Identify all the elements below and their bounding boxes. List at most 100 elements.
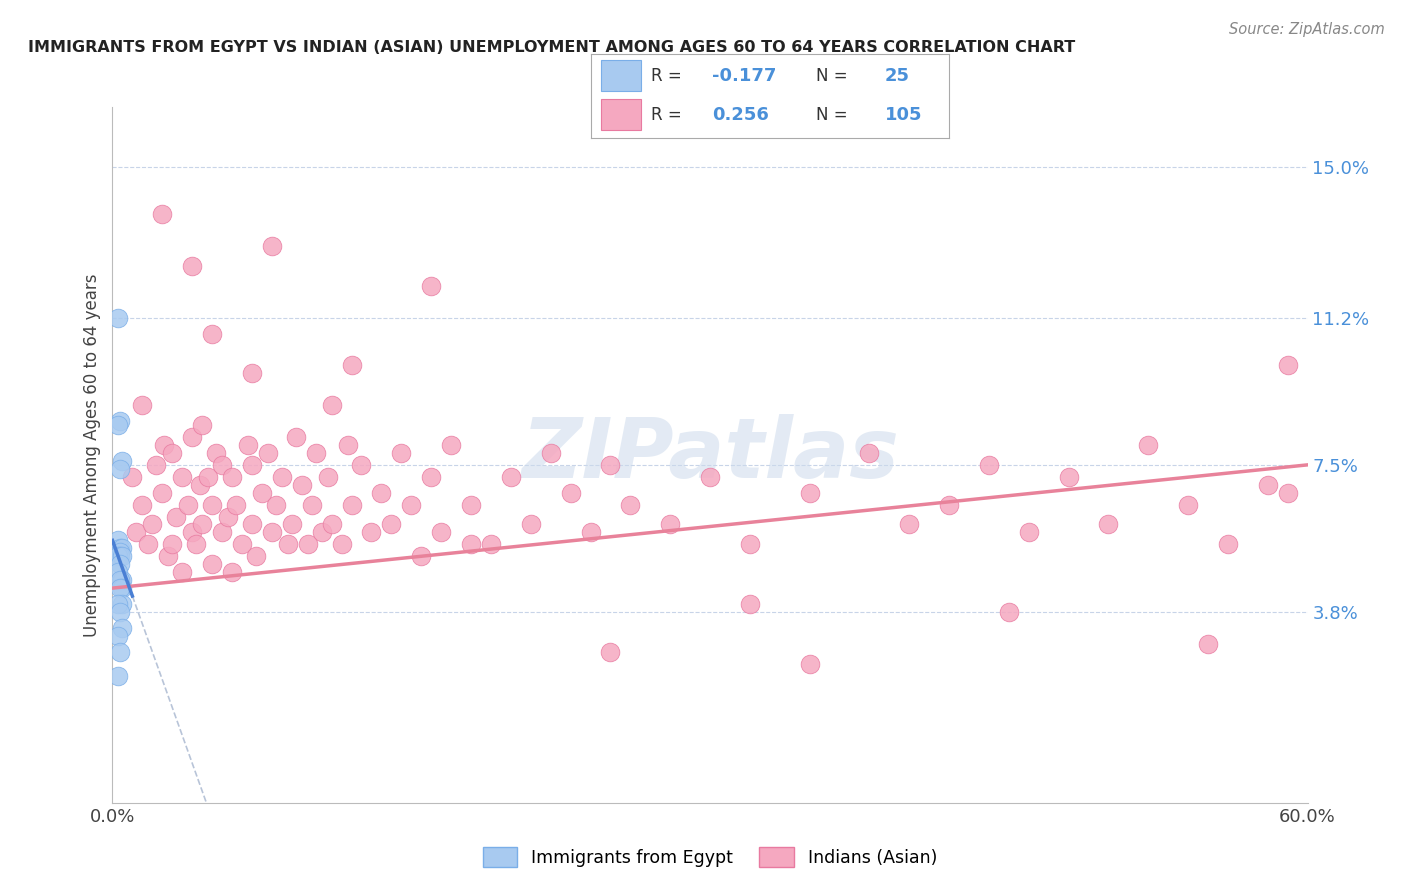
Point	[240, 517, 263, 532]
Point	[291, 477, 314, 491]
Point	[172, 565, 194, 579]
Point	[330, 537, 353, 551]
Point	[111, 549, 134, 564]
Point	[111, 541, 134, 556]
Point	[898, 517, 921, 532]
Point	[191, 418, 214, 433]
Point	[1277, 359, 1299, 373]
Point	[110, 545, 132, 559]
Point	[121, 470, 143, 484]
Point	[260, 239, 283, 253]
Point	[177, 498, 200, 512]
Point	[110, 549, 132, 564]
Point	[110, 581, 132, 595]
Point	[181, 525, 204, 540]
Point	[110, 573, 132, 587]
Text: Source: ZipAtlas.com: Source: ZipAtlas.com	[1229, 22, 1385, 37]
Text: -0.177: -0.177	[713, 67, 776, 85]
Point	[162, 446, 183, 460]
Point	[191, 517, 214, 532]
Point	[181, 430, 204, 444]
Point	[460, 498, 482, 512]
Point	[340, 359, 363, 373]
Point	[1216, 537, 1239, 551]
Point	[150, 207, 173, 221]
Text: 25: 25	[884, 67, 910, 85]
Point	[360, 525, 382, 540]
Point	[245, 549, 267, 564]
Point	[107, 310, 129, 325]
Point	[1057, 470, 1080, 484]
Point	[107, 565, 129, 579]
Text: R =: R =	[651, 67, 688, 85]
Point	[111, 581, 134, 595]
Point	[1197, 637, 1219, 651]
Point	[110, 541, 132, 556]
Point	[599, 645, 621, 659]
Point	[131, 498, 153, 512]
Point	[270, 470, 292, 484]
Point	[540, 446, 562, 460]
Point	[157, 549, 180, 564]
Point	[619, 498, 641, 512]
Point	[699, 470, 721, 484]
Point	[211, 458, 233, 472]
FancyBboxPatch shape	[602, 99, 641, 130]
Point	[211, 525, 233, 540]
Point	[107, 629, 129, 643]
Point	[440, 438, 463, 452]
Point	[188, 477, 211, 491]
Point	[111, 573, 134, 587]
Point	[181, 259, 204, 273]
Point	[479, 537, 502, 551]
Point	[420, 470, 443, 484]
Point	[217, 509, 239, 524]
Point	[260, 525, 283, 540]
Point	[316, 470, 339, 484]
Point	[221, 565, 243, 579]
Point	[1018, 525, 1040, 540]
Point	[257, 446, 280, 460]
Point	[350, 458, 373, 472]
Text: IMMIGRANTS FROM EGYPT VS INDIAN (ASIAN) UNEMPLOYMENT AMONG AGES 60 TO 64 YEARS C: IMMIGRANTS FROM EGYPT VS INDIAN (ASIAN) …	[28, 40, 1076, 55]
Point	[336, 438, 359, 452]
Point	[389, 446, 412, 460]
Point	[499, 470, 522, 484]
Point	[284, 430, 307, 444]
Text: R =: R =	[651, 105, 688, 123]
Point	[998, 605, 1021, 619]
Point	[240, 458, 263, 472]
Point	[145, 458, 167, 472]
Point	[150, 485, 173, 500]
FancyBboxPatch shape	[602, 61, 641, 91]
Point	[110, 605, 132, 619]
Point	[153, 438, 176, 452]
Point	[236, 438, 259, 452]
Point	[297, 537, 319, 551]
Point	[111, 597, 134, 611]
Text: 105: 105	[884, 105, 922, 123]
Point	[110, 414, 132, 428]
Point	[172, 470, 194, 484]
Point	[125, 525, 148, 540]
Point	[162, 537, 183, 551]
Point	[858, 446, 880, 460]
Point	[738, 597, 761, 611]
Point	[1097, 517, 1119, 532]
Point	[186, 537, 208, 551]
Point	[799, 657, 821, 671]
Point	[107, 549, 129, 564]
Point	[110, 645, 132, 659]
Point	[107, 668, 129, 682]
Point	[110, 558, 132, 572]
Point	[938, 498, 960, 512]
Point	[277, 537, 299, 551]
Point	[201, 498, 224, 512]
Point	[799, 485, 821, 500]
Point	[201, 326, 224, 341]
Legend: Immigrants from Egypt, Indians (Asian): Immigrants from Egypt, Indians (Asian)	[475, 840, 945, 874]
Point	[264, 498, 287, 512]
Point	[201, 558, 224, 572]
Point	[1257, 477, 1279, 491]
Point	[321, 398, 343, 412]
